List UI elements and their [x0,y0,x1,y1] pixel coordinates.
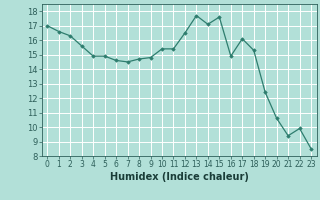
X-axis label: Humidex (Indice chaleur): Humidex (Indice chaleur) [110,172,249,182]
